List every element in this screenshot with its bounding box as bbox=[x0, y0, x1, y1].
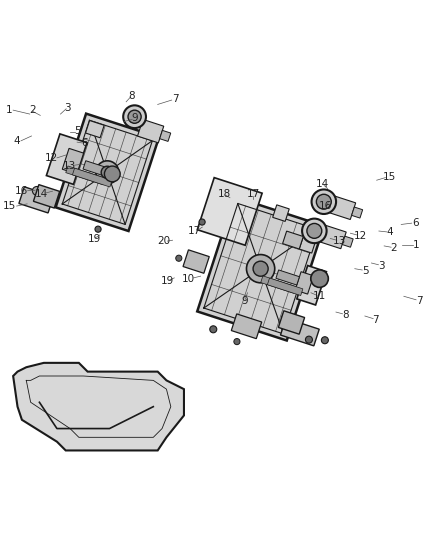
Polygon shape bbox=[85, 120, 104, 138]
Circle shape bbox=[96, 161, 119, 184]
Circle shape bbox=[311, 189, 336, 214]
Text: 2: 2 bbox=[29, 105, 36, 115]
Text: 16: 16 bbox=[15, 186, 28, 196]
Text: 7: 7 bbox=[372, 315, 379, 325]
Text: 8: 8 bbox=[342, 310, 349, 320]
Polygon shape bbox=[33, 184, 60, 208]
Polygon shape bbox=[280, 318, 319, 346]
Polygon shape bbox=[13, 363, 184, 450]
Circle shape bbox=[210, 326, 217, 333]
Polygon shape bbox=[261, 276, 296, 293]
Polygon shape bbox=[297, 265, 326, 305]
Circle shape bbox=[321, 337, 328, 344]
Text: 9: 9 bbox=[131, 114, 138, 124]
Text: 9: 9 bbox=[241, 296, 248, 305]
Circle shape bbox=[305, 336, 312, 343]
Polygon shape bbox=[329, 196, 356, 220]
Text: 15: 15 bbox=[382, 172, 396, 182]
Text: 17: 17 bbox=[247, 189, 260, 199]
Text: 15: 15 bbox=[3, 201, 16, 211]
Polygon shape bbox=[352, 207, 363, 218]
Polygon shape bbox=[160, 131, 171, 141]
Text: 1: 1 bbox=[413, 240, 420, 251]
Text: 7: 7 bbox=[416, 296, 423, 305]
Polygon shape bbox=[56, 114, 159, 231]
Polygon shape bbox=[276, 270, 300, 285]
Text: 13: 13 bbox=[63, 161, 76, 171]
Circle shape bbox=[302, 219, 327, 243]
Text: 12: 12 bbox=[45, 154, 58, 163]
Circle shape bbox=[253, 261, 268, 276]
Circle shape bbox=[199, 219, 205, 225]
Text: 6: 6 bbox=[81, 138, 88, 148]
Text: 6: 6 bbox=[412, 217, 419, 228]
Text: 3: 3 bbox=[64, 103, 71, 113]
Text: 4: 4 bbox=[13, 136, 20, 146]
Polygon shape bbox=[197, 177, 262, 245]
Polygon shape bbox=[72, 168, 112, 187]
Circle shape bbox=[316, 195, 331, 209]
Text: 13: 13 bbox=[333, 236, 346, 246]
Text: 14: 14 bbox=[316, 179, 329, 189]
Polygon shape bbox=[283, 231, 303, 249]
Text: 2: 2 bbox=[390, 243, 397, 253]
Text: 14: 14 bbox=[35, 189, 48, 199]
Circle shape bbox=[104, 166, 120, 182]
Text: 11: 11 bbox=[313, 291, 326, 301]
Polygon shape bbox=[66, 166, 106, 185]
Polygon shape bbox=[183, 250, 209, 273]
Polygon shape bbox=[197, 197, 324, 341]
Polygon shape bbox=[46, 134, 87, 184]
Polygon shape bbox=[267, 278, 303, 295]
Polygon shape bbox=[299, 237, 316, 253]
Polygon shape bbox=[320, 225, 346, 249]
Text: 19: 19 bbox=[88, 235, 101, 244]
Circle shape bbox=[95, 226, 101, 232]
Text: 20: 20 bbox=[158, 236, 171, 246]
Circle shape bbox=[128, 110, 141, 123]
Polygon shape bbox=[295, 272, 314, 294]
Circle shape bbox=[282, 314, 290, 323]
Polygon shape bbox=[83, 161, 109, 176]
Circle shape bbox=[234, 338, 240, 345]
Polygon shape bbox=[279, 311, 304, 334]
Circle shape bbox=[311, 270, 328, 287]
Text: 7: 7 bbox=[172, 94, 179, 104]
Text: 1: 1 bbox=[5, 105, 12, 115]
Text: 5: 5 bbox=[362, 266, 369, 276]
Text: 10: 10 bbox=[182, 274, 195, 284]
Text: 17: 17 bbox=[188, 227, 201, 237]
Polygon shape bbox=[273, 205, 289, 221]
Circle shape bbox=[32, 187, 41, 195]
Text: 19: 19 bbox=[161, 276, 174, 286]
Polygon shape bbox=[342, 236, 353, 247]
Circle shape bbox=[247, 255, 275, 283]
Text: 18: 18 bbox=[218, 189, 231, 199]
Polygon shape bbox=[19, 187, 53, 213]
Circle shape bbox=[101, 166, 113, 179]
Text: 12: 12 bbox=[353, 231, 367, 241]
Circle shape bbox=[307, 223, 322, 238]
Circle shape bbox=[176, 255, 182, 261]
Polygon shape bbox=[62, 148, 84, 174]
Text: 4: 4 bbox=[386, 228, 393, 237]
Text: 8: 8 bbox=[128, 91, 135, 101]
Polygon shape bbox=[231, 314, 262, 338]
Text: 16: 16 bbox=[318, 201, 332, 211]
Polygon shape bbox=[138, 119, 164, 143]
Text: 3: 3 bbox=[378, 261, 385, 271]
Text: 5: 5 bbox=[74, 126, 81, 136]
Circle shape bbox=[123, 106, 146, 128]
